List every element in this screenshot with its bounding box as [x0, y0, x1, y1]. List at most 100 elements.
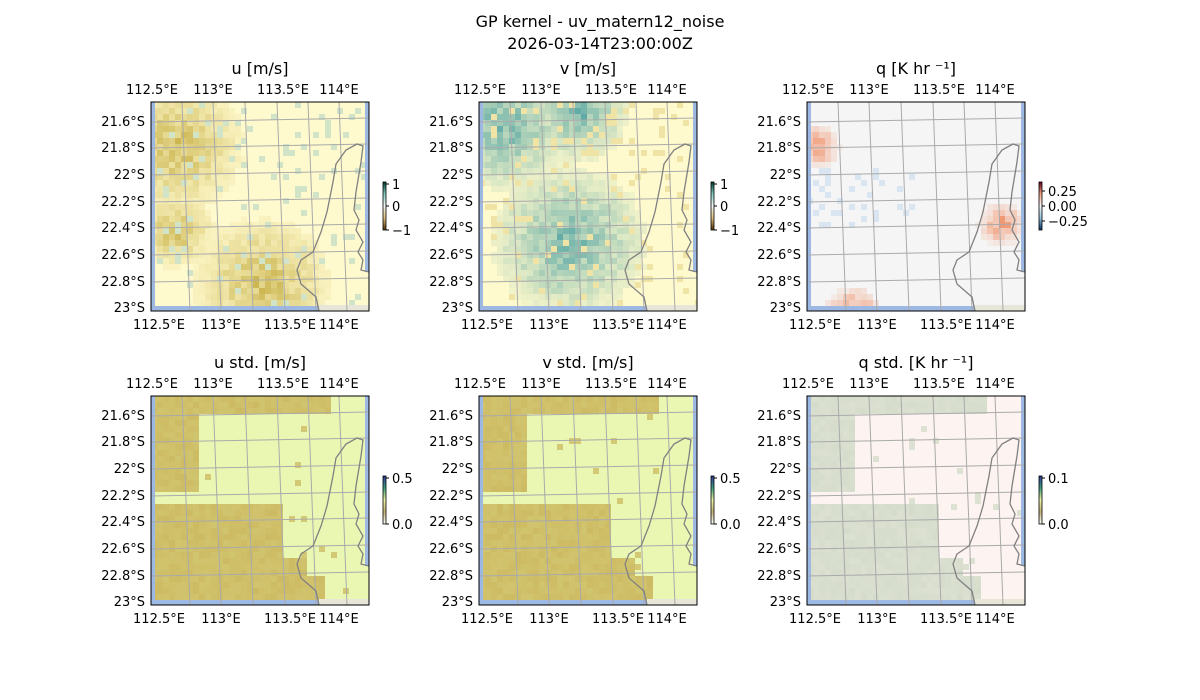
data-cell — [975, 588, 981, 594]
data-cell — [909, 576, 915, 582]
gridline-lat — [479, 517, 697, 523]
data-cell — [873, 216, 879, 222]
data-cell — [193, 126, 199, 132]
data-cell — [623, 408, 629, 414]
data-cell — [193, 558, 199, 564]
data-cell — [259, 540, 265, 546]
data-cell — [271, 552, 277, 558]
data-cell — [157, 126, 163, 132]
data-cell — [271, 516, 277, 522]
data-cell — [975, 492, 981, 498]
data-cell — [521, 594, 527, 600]
data-cell — [539, 300, 545, 306]
data-cell — [837, 432, 843, 438]
data-cell — [539, 234, 545, 240]
data-cell — [289, 258, 295, 264]
data-cell — [277, 270, 283, 276]
panel-title: u [m/s] — [231, 59, 288, 78]
data-cell — [283, 402, 289, 408]
data-cell — [897, 534, 903, 540]
data-cell — [987, 204, 993, 210]
data-cell — [647, 414, 653, 420]
data-cell — [497, 528, 503, 534]
data-cell — [163, 582, 169, 588]
data-cell — [587, 546, 593, 552]
data-cell — [169, 594, 175, 600]
data-cell — [843, 546, 849, 552]
gridline-lon — [338, 396, 348, 605]
data-cell — [187, 222, 193, 228]
data-cell — [319, 282, 325, 288]
data-cell — [605, 144, 611, 150]
data-cell — [813, 576, 819, 582]
data-cell — [569, 582, 575, 588]
data-cell — [521, 582, 527, 588]
data-cell — [885, 396, 891, 402]
gridline-lon — [666, 102, 676, 311]
data-cell — [837, 558, 843, 564]
data-cell — [527, 534, 533, 540]
data-cell — [575, 180, 581, 186]
data-cell — [247, 588, 253, 594]
data-cell — [289, 264, 295, 270]
data-cell — [199, 240, 205, 246]
data-cell — [545, 402, 551, 408]
data-cell — [849, 474, 855, 480]
data-cell — [599, 186, 605, 192]
data-cell — [527, 204, 533, 210]
data-cell — [813, 534, 819, 540]
data-cell — [623, 576, 629, 582]
data-cell — [569, 510, 575, 516]
data-cell — [831, 582, 837, 588]
data-cell — [849, 414, 855, 420]
data-cell — [355, 108, 361, 114]
data-cell — [229, 558, 235, 564]
data-cell — [891, 570, 897, 576]
lat-tick-label: 22°S — [442, 462, 473, 477]
data-cell — [581, 570, 587, 576]
data-cell — [593, 402, 599, 408]
data-cell — [575, 558, 581, 564]
data-cell — [169, 432, 175, 438]
data-cell — [521, 204, 527, 210]
data-cell — [491, 474, 497, 480]
data-cell — [879, 516, 885, 522]
data-cell — [509, 132, 515, 138]
data-cell — [163, 504, 169, 510]
data-cell — [903, 210, 909, 216]
data-cell — [617, 282, 623, 288]
data-cell — [593, 180, 599, 186]
data-cell — [247, 402, 253, 408]
data-cell — [485, 462, 491, 468]
data-cell — [229, 138, 235, 144]
data-cell — [611, 564, 617, 570]
data-cell — [181, 108, 187, 114]
data-cell — [521, 456, 527, 462]
data-cell — [587, 252, 593, 258]
data-cell — [837, 486, 843, 492]
data-cell — [611, 300, 617, 306]
data-cell — [169, 216, 175, 222]
figure-title: GP kernel - uv_matern12_noise — [475, 12, 725, 31]
data-cell — [843, 588, 849, 594]
data-cell — [581, 252, 587, 258]
data-cell — [307, 246, 313, 252]
data-cell — [915, 402, 921, 408]
data-cell — [223, 564, 229, 570]
data-cell — [205, 126, 211, 132]
data-cell — [825, 444, 831, 450]
data-cell — [575, 276, 581, 282]
data-cell — [193, 588, 199, 594]
data-cell — [211, 186, 217, 192]
data-cell — [527, 258, 533, 264]
data-cell — [283, 582, 289, 588]
data-cell — [855, 516, 861, 522]
data-cell — [831, 504, 837, 510]
data-cell — [683, 288, 689, 294]
data-cell — [855, 582, 861, 588]
data-cell — [611, 588, 617, 594]
data-cell — [551, 522, 557, 528]
data-cell — [169, 480, 175, 486]
map-panel: u [m/s]112.5°E112.5°E113°E113°E113.5°E11… — [101, 59, 411, 333]
data-cell — [193, 462, 199, 468]
